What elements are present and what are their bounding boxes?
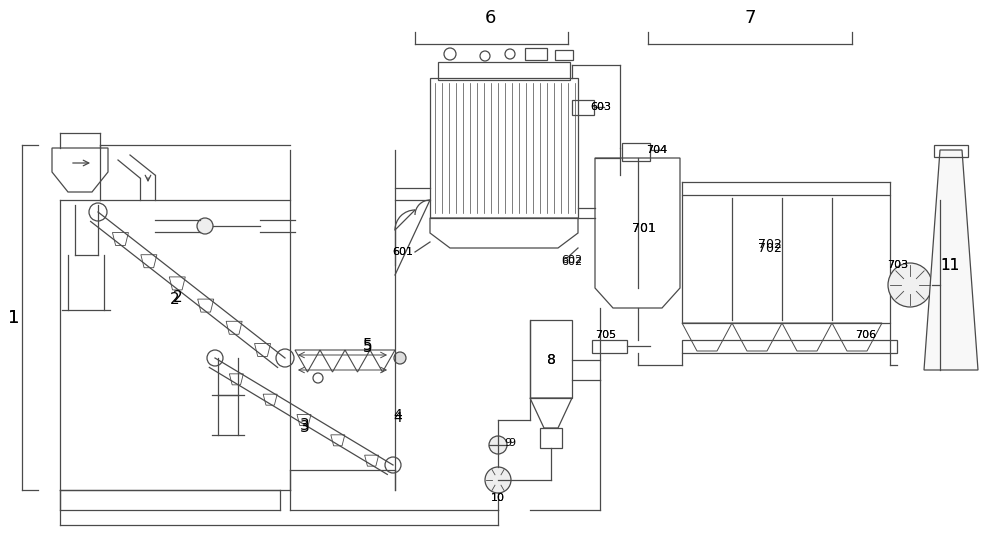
- Text: 9: 9: [508, 438, 515, 448]
- Text: 702: 702: [758, 238, 782, 251]
- Bar: [682, 195, 890, 323]
- Bar: [555, 50, 573, 60]
- Text: 1: 1: [8, 309, 20, 327]
- Circle shape: [489, 436, 507, 454]
- Text: 11: 11: [940, 258, 960, 272]
- Circle shape: [485, 467, 511, 493]
- Text: 7: 7: [744, 9, 756, 27]
- Text: 2: 2: [170, 293, 180, 308]
- Text: 702: 702: [758, 242, 782, 255]
- Bar: [682, 340, 897, 353]
- Text: 2: 2: [173, 289, 183, 304]
- Text: 701: 701: [632, 221, 656, 235]
- Text: 703: 703: [887, 260, 909, 270]
- Bar: [592, 340, 627, 353]
- Text: 706: 706: [855, 330, 876, 340]
- Circle shape: [888, 263, 932, 307]
- Text: 3: 3: [300, 420, 310, 436]
- Bar: [525, 48, 547, 60]
- Text: 601: 601: [392, 247, 414, 257]
- Text: 602: 602: [561, 255, 583, 265]
- Bar: [430, 78, 578, 218]
- Text: 602: 602: [561, 257, 583, 267]
- Text: 603: 603: [590, 102, 612, 112]
- Text: 10: 10: [491, 493, 505, 503]
- Text: 3: 3: [300, 417, 310, 432]
- Text: 705: 705: [595, 330, 616, 340]
- Bar: [572, 100, 594, 115]
- Bar: [540, 428, 562, 448]
- Polygon shape: [924, 150, 978, 370]
- Circle shape: [394, 352, 406, 364]
- Bar: [934, 145, 968, 157]
- Circle shape: [197, 218, 213, 234]
- Text: 8: 8: [547, 353, 555, 367]
- Text: 10: 10: [491, 493, 505, 503]
- Bar: [622, 143, 650, 161]
- Text: 601: 601: [392, 247, 414, 257]
- Text: 5: 5: [363, 340, 373, 355]
- Bar: [530, 320, 572, 398]
- Text: 603: 603: [590, 102, 612, 112]
- Text: 4: 4: [394, 411, 402, 425]
- Text: 8: 8: [547, 353, 555, 367]
- Text: 703: 703: [887, 260, 909, 270]
- Text: 9: 9: [504, 438, 512, 448]
- Text: 4: 4: [394, 408, 402, 422]
- Text: 701: 701: [632, 221, 656, 235]
- Text: 1: 1: [8, 309, 20, 327]
- Text: 704: 704: [646, 145, 668, 155]
- Text: 704: 704: [646, 145, 668, 155]
- Bar: [438, 62, 570, 80]
- Text: 6: 6: [484, 9, 496, 27]
- Text: 705: 705: [595, 330, 616, 340]
- Text: 5: 5: [363, 337, 373, 352]
- Text: 706: 706: [855, 330, 876, 340]
- Text: 11: 11: [940, 258, 960, 272]
